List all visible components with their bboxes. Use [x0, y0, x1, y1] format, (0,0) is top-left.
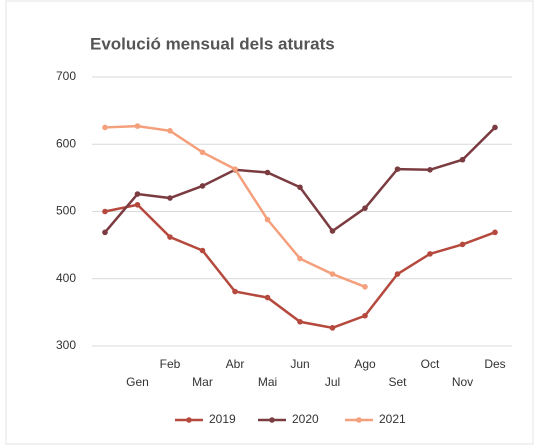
- x-tick-label: Jul: [325, 375, 340, 389]
- data-point: [297, 255, 303, 262]
- y-tick-label: 700: [56, 69, 76, 83]
- data-point: [167, 195, 173, 201]
- x-tick-label: Oct: [421, 357, 440, 371]
- data-point: [102, 208, 108, 215]
- x-tick-label: Gen: [126, 375, 149, 389]
- x-tick-label: Abr: [226, 357, 245, 371]
- data-point: [134, 191, 141, 197]
- data-point: [102, 229, 108, 236]
- y-tick-label: 400: [56, 271, 76, 285]
- data-point: [264, 216, 271, 223]
- data-point: [394, 166, 401, 172]
- legend-marker: [269, 417, 275, 423]
- data-point: [492, 229, 498, 236]
- legend-label: 2021: [379, 412, 406, 426]
- data-point: [102, 124, 108, 131]
- x-tick-label: Feb: [160, 357, 181, 371]
- data-point: [167, 128, 173, 134]
- x-tick-label: Ago: [354, 357, 376, 371]
- x-tick-label: Nov: [452, 375, 473, 389]
- data-point: [297, 318, 303, 325]
- data-point: [232, 166, 238, 172]
- data-point: [362, 205, 368, 211]
- y-tick-label: 500: [56, 204, 76, 218]
- chart-title: Evolució mensual dels aturats: [90, 34, 335, 53]
- data-point: [427, 167, 433, 173]
- data-point: [199, 149, 206, 156]
- data-point: [362, 284, 368, 290]
- data-point: [459, 241, 466, 248]
- legend-marker: [356, 417, 362, 423]
- data-point: [134, 123, 141, 129]
- x-tick-label: Des: [484, 357, 505, 371]
- data-point: [297, 184, 303, 191]
- legend-label: 2020: [292, 412, 319, 426]
- data-point: [362, 312, 368, 319]
- data-point: [329, 271, 336, 277]
- data-point: [232, 288, 238, 295]
- data-point: [427, 251, 433, 257]
- x-tick-label: Mai: [258, 375, 277, 389]
- data-point: [134, 201, 141, 208]
- x-tick-label: Mar: [192, 375, 213, 389]
- data-point: [167, 234, 173, 240]
- data-point: [329, 228, 336, 234]
- x-tick-label: Jun: [290, 357, 309, 371]
- data-point: [199, 247, 206, 254]
- data-point: [264, 169, 271, 176]
- y-tick-label: 600: [56, 136, 76, 150]
- data-point: [264, 294, 271, 301]
- legend-label: 2019: [209, 412, 236, 426]
- legend-marker: [186, 417, 192, 423]
- data-point: [492, 124, 498, 131]
- data-point: [394, 271, 401, 277]
- data-point: [329, 325, 336, 331]
- y-tick-label: 300: [56, 338, 76, 352]
- data-point: [199, 183, 206, 189]
- x-tick-label: Set: [388, 375, 407, 389]
- data-point: [459, 156, 466, 163]
